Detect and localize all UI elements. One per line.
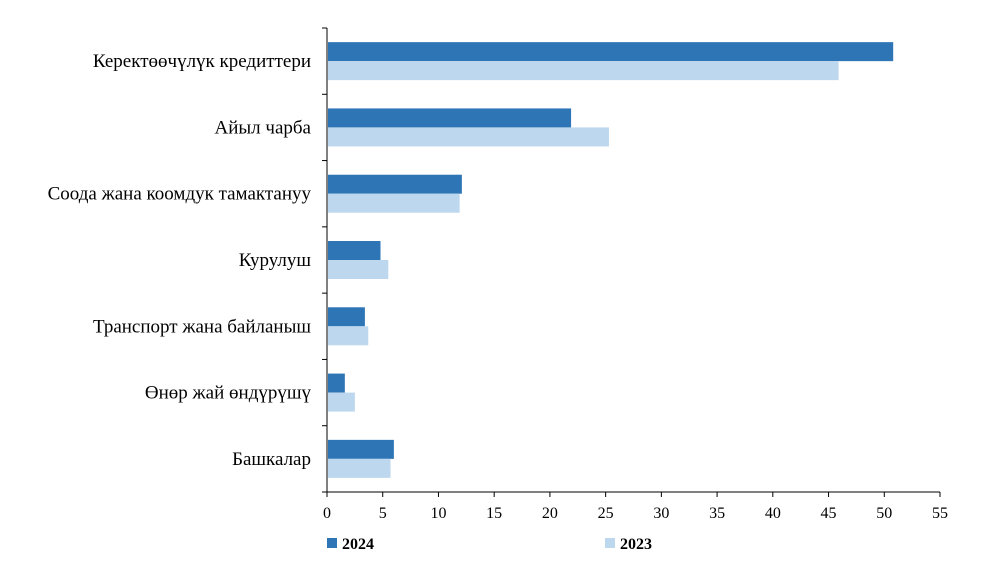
legend-swatch-2023 — [605, 538, 615, 548]
x-tick-label: 55 — [932, 505, 948, 522]
x-tick-label: 25 — [598, 505, 614, 522]
x-tick-label: 50 — [876, 505, 892, 522]
bar-2024-4 — [328, 307, 365, 327]
legend-label-2023: 2023 — [620, 536, 652, 553]
bar-2023-5 — [328, 392, 355, 412]
bar-2023-2 — [328, 193, 460, 213]
bar-2023-6 — [328, 458, 391, 478]
bar-2024-2 — [328, 174, 462, 194]
x-tick-label: 30 — [653, 505, 669, 522]
bar-2024-5 — [328, 373, 345, 393]
legend-label-2024: 2024 — [342, 536, 374, 553]
bar-2024-1 — [328, 108, 572, 128]
x-tick-label: 0 — [323, 505, 331, 522]
bar-2024-6 — [328, 439, 394, 459]
category-label: Курулуш — [239, 250, 312, 271]
x-tick-label: 45 — [821, 505, 837, 522]
bar-2023-1 — [328, 127, 609, 147]
x-tick-label: 20 — [542, 505, 558, 522]
x-tick-label: 15 — [486, 505, 502, 522]
x-tick-label: 35 — [709, 505, 725, 522]
x-tick-label: 40 — [765, 505, 781, 522]
category-label: Айыл чарба — [215, 117, 312, 138]
bar-2023-4 — [328, 326, 369, 346]
category-label: Өнөр жай өндүрүшү — [145, 383, 312, 404]
bar-2024-0 — [328, 42, 894, 62]
category-label: Транспорт жана байланыш — [93, 316, 311, 337]
legend-swatch-2024 — [327, 538, 337, 548]
x-tick-label: 10 — [430, 505, 446, 522]
x-tick-label: 5 — [379, 505, 387, 522]
category-label: Башкалар — [232, 449, 311, 470]
bar-2024-3 — [328, 241, 381, 260]
bar-2023-0 — [328, 61, 839, 81]
category-label: Соода жана коомдук тамактануу — [48, 184, 312, 205]
category-label: Керектөөчүлүк кредиттери — [93, 51, 311, 72]
bar-2023-3 — [328, 260, 389, 279]
